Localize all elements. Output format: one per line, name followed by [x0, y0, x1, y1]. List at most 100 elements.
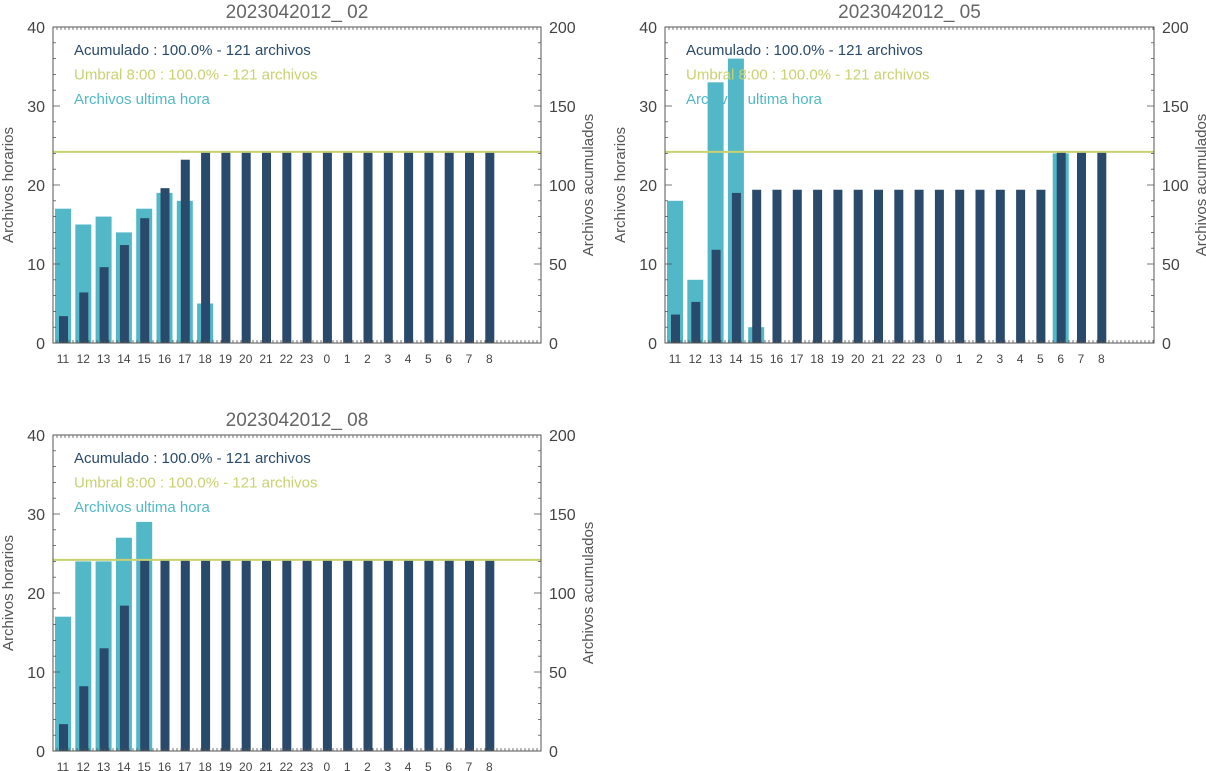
- x-tick-label: 2: [364, 760, 371, 771]
- cumulative-bar: [140, 559, 150, 751]
- y-left-tick-label: 10: [27, 257, 45, 274]
- x-tick-label: 11: [669, 352, 682, 366]
- x-tick-label: 12: [689, 352, 703, 366]
- x-tick-label: 14: [117, 352, 131, 366]
- y-right-tick-label: 150: [549, 99, 576, 116]
- hourly-bar: [55, 616, 71, 751]
- cumulative-bar: [1036, 189, 1046, 343]
- cumulative-bar: [180, 559, 190, 751]
- y-right-tick-label: 100: [549, 586, 576, 603]
- y-left-tick-label: 20: [27, 586, 45, 603]
- cumulative-bar: [363, 151, 373, 343]
- x-tick-label: 15: [138, 352, 152, 366]
- x-tick-label: 12: [77, 760, 91, 771]
- x-tick-label: 23: [300, 760, 314, 771]
- y-right-tick-label: 0: [549, 744, 558, 761]
- cumulative-bar: [1016, 189, 1026, 343]
- x-tick-label: 16: [770, 352, 784, 366]
- cumulative-bar: [241, 151, 251, 343]
- cumulative-bar: [180, 159, 190, 343]
- x-tick-label: 17: [178, 760, 192, 771]
- x-tick-label: 4: [405, 760, 412, 771]
- x-tick-label: 19: [219, 352, 233, 366]
- y-right-axis-label: Archivos acumulados: [1193, 114, 1206, 257]
- x-tick-label: 5: [425, 352, 432, 366]
- y-left-tick-label: 0: [36, 744, 45, 761]
- chart-title: 2023042012_ 02: [226, 2, 369, 23]
- y-right-tick-label: 200: [1162, 20, 1189, 37]
- x-tick-label: 6: [1057, 352, 1064, 366]
- x-tick-label: 21: [259, 760, 273, 771]
- x-tick-label: 20: [239, 760, 253, 771]
- cumulative-bar: [465, 559, 474, 751]
- cumulative-bar: [221, 151, 231, 343]
- legend-threshold: Umbral 8:00 : 100.0% - 121 archivos: [74, 475, 317, 492]
- x-tick-label: 3: [996, 352, 1003, 366]
- hourly-bar: [55, 208, 71, 343]
- cumulative-bar: [853, 189, 863, 343]
- cumulative-bar: [975, 189, 985, 343]
- x-tick-label: 5: [425, 760, 432, 771]
- cumulative-bar: [302, 151, 312, 343]
- cumulative-bar: [995, 189, 1005, 343]
- legend-hourly: Archivos ultima hora: [74, 499, 211, 516]
- x-tick-label: 16: [158, 760, 172, 771]
- x-tick-label: 20: [851, 352, 865, 366]
- x-tick-label: 11: [57, 760, 70, 771]
- y-left-tick-label: 10: [639, 257, 657, 274]
- cumulative-bar: [424, 559, 434, 751]
- cumulative-bar: [383, 151, 393, 343]
- cumulative-bar: [119, 245, 129, 343]
- y-left-tick-label: 30: [27, 507, 45, 524]
- x-tick-label: 22: [280, 760, 294, 771]
- y-left-tick-label: 30: [639, 99, 657, 116]
- x-tick-label: 16: [158, 352, 172, 366]
- cumulative-bar: [404, 151, 414, 343]
- cumulative-bar: [322, 151, 332, 343]
- x-tick-label: 11: [57, 352, 70, 366]
- y-left-tick-label: 10: [27, 665, 45, 682]
- y-left-axis-label: Archivos horarios: [612, 127, 629, 243]
- x-tick-label: 18: [810, 352, 824, 366]
- cumulative-bar: [262, 151, 271, 343]
- x-tick-label: 2: [976, 352, 983, 366]
- cumulative-bar: [201, 559, 211, 751]
- x-tick-label: 8: [486, 760, 493, 771]
- x-tick-label: 6: [445, 760, 452, 771]
- cumulative-bar: [485, 559, 495, 751]
- x-tick-label: 22: [280, 352, 294, 366]
- x-tick-label: 5: [1037, 352, 1044, 366]
- cumulative-bar: [485, 151, 495, 343]
- cumulative-bar: [894, 189, 904, 343]
- x-tick-label: 3: [384, 760, 391, 771]
- y-left-tick-label: 30: [27, 99, 45, 116]
- y-right-tick-label: 150: [549, 507, 576, 524]
- cumulative-bar: [282, 151, 292, 343]
- x-tick-label: 17: [178, 352, 192, 366]
- legend-hourly: Archivos ultima hora: [74, 91, 211, 108]
- cumulative-bar: [160, 188, 170, 343]
- cumulative-bar: [79, 292, 89, 343]
- x-tick-label: 15: [138, 760, 152, 771]
- x-tick-label: 0: [324, 352, 331, 366]
- legend-threshold: Umbral 8:00 : 100.0% - 121 archivos: [74, 67, 317, 84]
- x-tick-label: 7: [466, 352, 473, 366]
- cumulative-bar: [465, 151, 474, 343]
- x-tick-label: 13: [97, 760, 111, 771]
- cumulative-bar: [119, 605, 129, 751]
- y-right-tick-label: 50: [1162, 257, 1180, 274]
- cumulative-bar: [752, 189, 762, 343]
- x-tick-label: 13: [97, 352, 111, 366]
- y-left-tick-label: 20: [27, 178, 45, 195]
- cumulative-bar: [934, 189, 944, 343]
- cumulative-bar: [1056, 151, 1066, 343]
- cumulative-bar: [282, 559, 292, 751]
- x-tick-label: 0: [936, 352, 943, 366]
- x-tick-label: 7: [1078, 352, 1085, 366]
- x-tick-label: 8: [486, 352, 493, 366]
- cumulative-bar: [160, 559, 170, 751]
- y-right-tick-label: 100: [549, 178, 576, 195]
- legend-cumulative: Acumulado : 100.0% - 121 archivos: [74, 42, 311, 59]
- y-right-tick-label: 200: [549, 428, 576, 445]
- legend-hourly: Archivos ultima hora: [686, 91, 823, 108]
